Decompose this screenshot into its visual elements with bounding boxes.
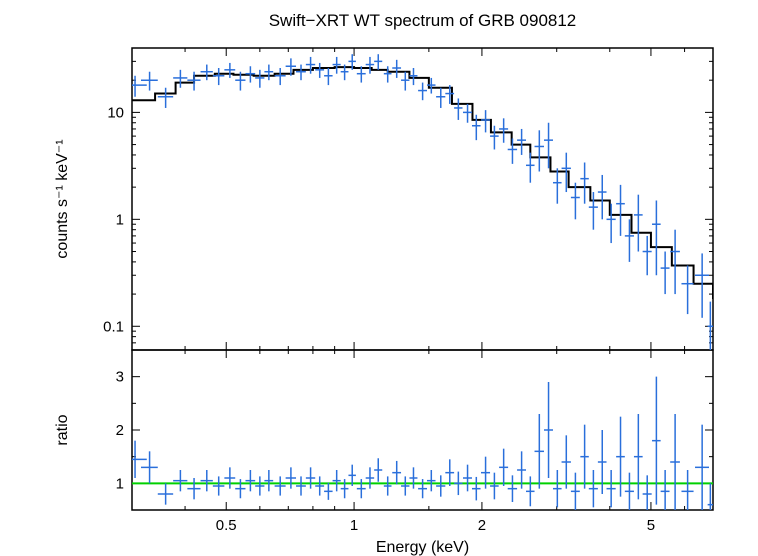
y-tick-label: 10 <box>107 104 124 121</box>
y-tick-label: 0.1 <box>103 318 124 335</box>
chart-title: Swift−XRT WT spectrum of GRB 090812 <box>269 11 577 30</box>
y-tick-label: 2 <box>116 422 124 439</box>
y-axis-label-top: counts s⁻¹ keV⁻¹ <box>54 139 71 258</box>
x-tick-label: 2 <box>478 517 486 534</box>
spectrum-chart: Swift−XRT WT spectrum of GRB 090812 0.5 1 2… <box>0 0 758 556</box>
y-tick-label: 1 <box>116 475 124 492</box>
x-tick-label: 5 <box>647 517 655 534</box>
x-tick-label: 1 <box>350 517 358 534</box>
y-tick-label: 3 <box>116 369 124 386</box>
x-axis-label: Energy (keV) <box>376 539 469 556</box>
y-axis-label-bottom: ratio <box>54 414 71 445</box>
chart-svg: Swift−XRT WT spectrum of GRB 090812 0.5 1 2… <box>0 0 758 556</box>
y-tick-label: 1 <box>116 211 124 228</box>
x-tick-label: 0.5 <box>216 517 237 534</box>
